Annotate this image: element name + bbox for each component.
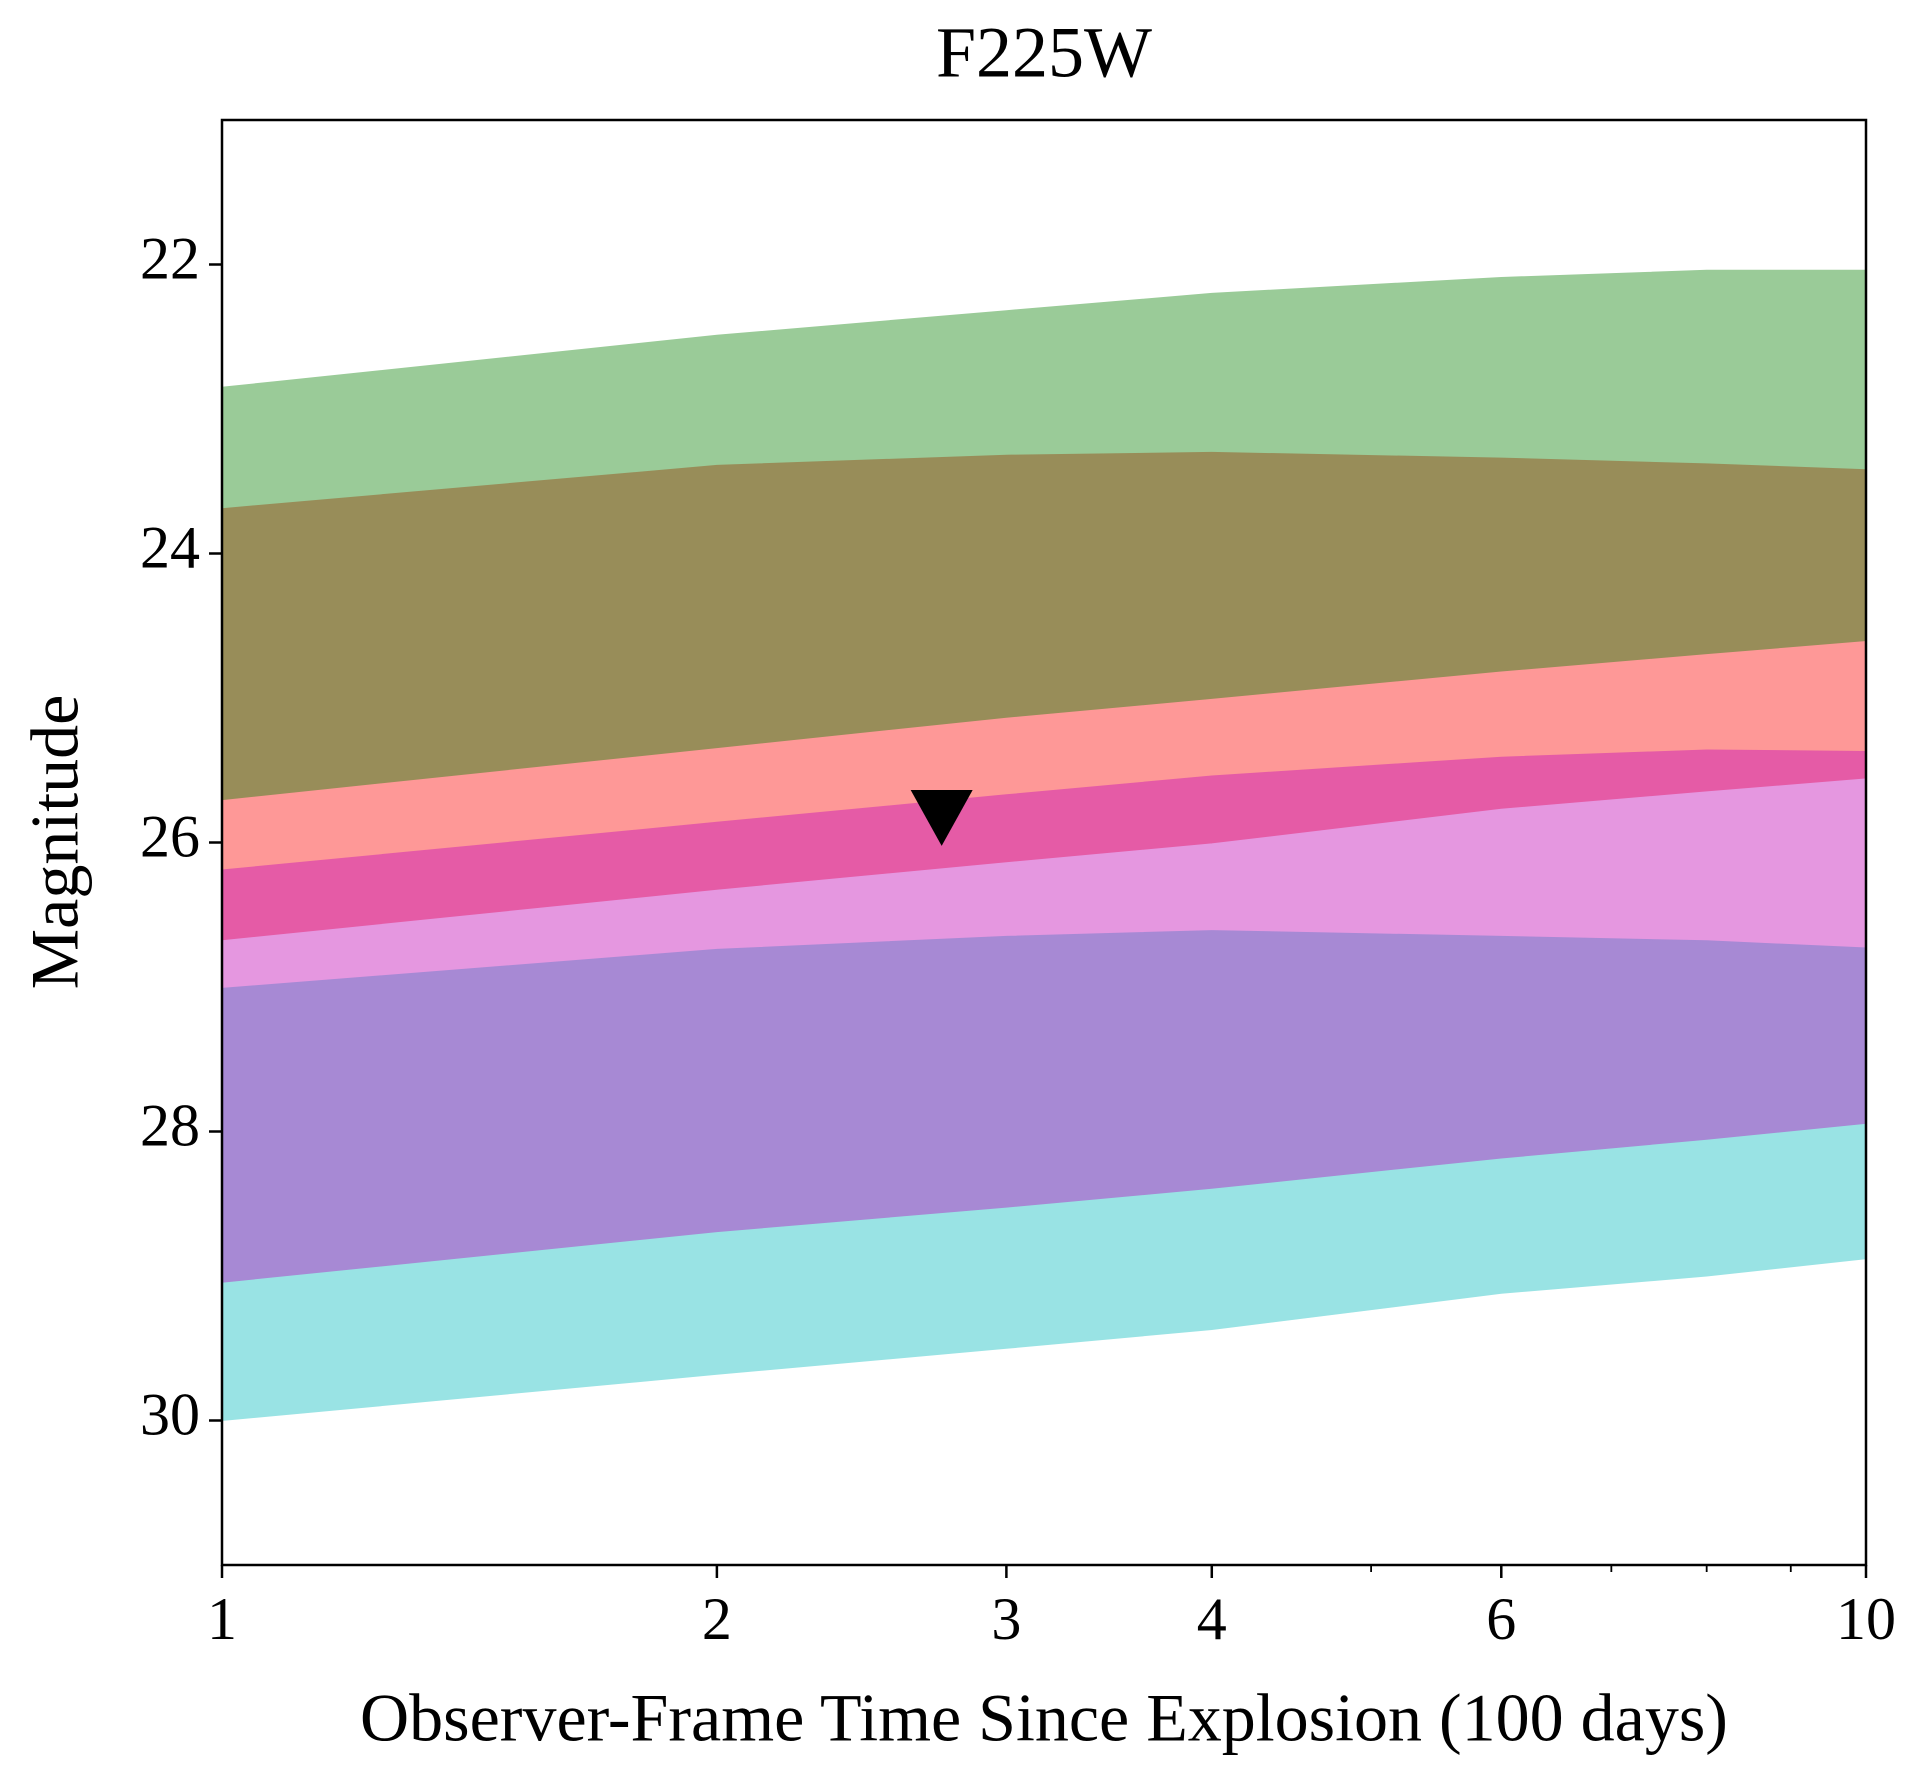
x-axis-label: Observer-Frame Time Since Explosion (100… <box>360 1680 1728 1756</box>
x-tick-label: 3 <box>991 1586 1021 1652</box>
x-tick-label: 10 <box>1836 1586 1896 1652</box>
x-tick-label: 2 <box>702 1586 732 1652</box>
y-tick-label: 26 <box>140 803 200 869</box>
upper-limit-marker <box>910 790 973 846</box>
x-tick-label: 4 <box>1197 1586 1227 1652</box>
y-tick-label: 30 <box>140 1381 200 1447</box>
y-tick-label: 22 <box>140 225 200 291</box>
y-tick-label: 28 <box>140 1092 200 1158</box>
chart-title: F225W <box>936 13 1152 93</box>
x-tick-label: 6 <box>1486 1586 1516 1652</box>
x-tick-label: 1 <box>207 1586 237 1652</box>
y-axis-label: Magnitude <box>17 695 93 990</box>
y-tick-label: 24 <box>140 514 200 580</box>
